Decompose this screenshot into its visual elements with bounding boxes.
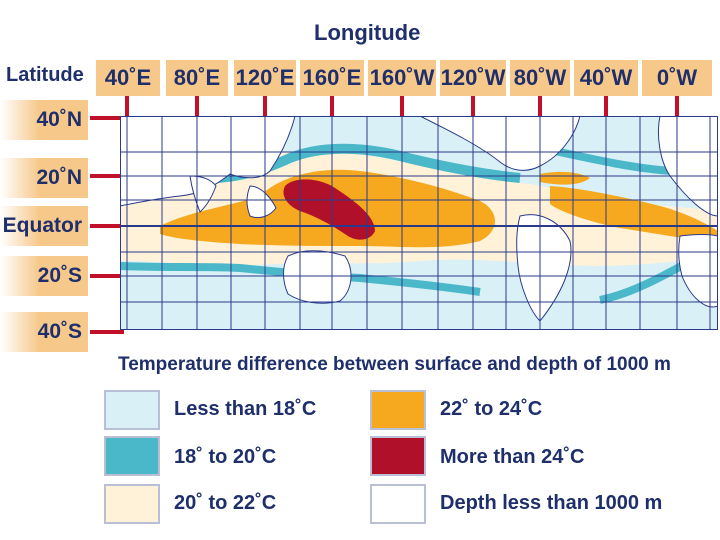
legend-title: Temperature difference between surface a… [118, 354, 671, 375]
latitude-title: Latitude [6, 64, 84, 86]
lat-label-20s: 20˚S [0, 256, 88, 296]
lon-label-80w: 80˚W [510, 60, 570, 96]
legend-swatch-more-24 [370, 436, 426, 476]
legend-swatch-less-18 [104, 390, 160, 430]
lon-label-40w: 40˚W [574, 60, 638, 96]
legend-label-20-22: 20˚ to 22˚C [174, 492, 277, 514]
legend-swatch-20-22 [104, 484, 160, 524]
legend-label-less-18: Less than 18˚C [174, 398, 317, 420]
zone-more-24 [283, 179, 375, 240]
longitude-title: Longitude [314, 20, 421, 45]
lat-label-equator: Equator [0, 206, 88, 246]
legend-swatch-depth-less-1000 [370, 484, 426, 524]
lat-label-20n: 20˚N [0, 158, 88, 198]
legend-label-more-24: More than 24˚C [440, 446, 585, 468]
lon-label-80e: 80˚E [166, 60, 228, 96]
legend-label-18-20: 18˚ to 20˚C [174, 446, 277, 468]
lon-label-120w: 120˚W [440, 60, 506, 96]
lon-label-0w: 0˚W [642, 60, 712, 96]
lon-label-160e: 160˚E [300, 60, 364, 96]
legend-swatch-22-24 [370, 390, 426, 430]
legend-label-depth-less-1000: Depth less than 1000 m [440, 492, 663, 514]
zone-22-24-caribbean [540, 171, 590, 185]
lat-label-40n: 40˚N [0, 100, 88, 140]
map-grid [120, 116, 718, 330]
lon-label-120e: 120˚E [234, 60, 296, 96]
lat-label-40s: 40˚S [0, 312, 88, 352]
ocean-temperature-map [120, 116, 718, 330]
legend-label-22-24: 22˚ to 24˚C [440, 398, 543, 420]
land-africa-west [657, 116, 718, 217]
lon-label-40e: 40˚E [96, 60, 160, 96]
lon-label-160w: 160˚W [368, 60, 436, 96]
legend-swatch-18-20 [104, 436, 160, 476]
land-australia [283, 250, 352, 304]
